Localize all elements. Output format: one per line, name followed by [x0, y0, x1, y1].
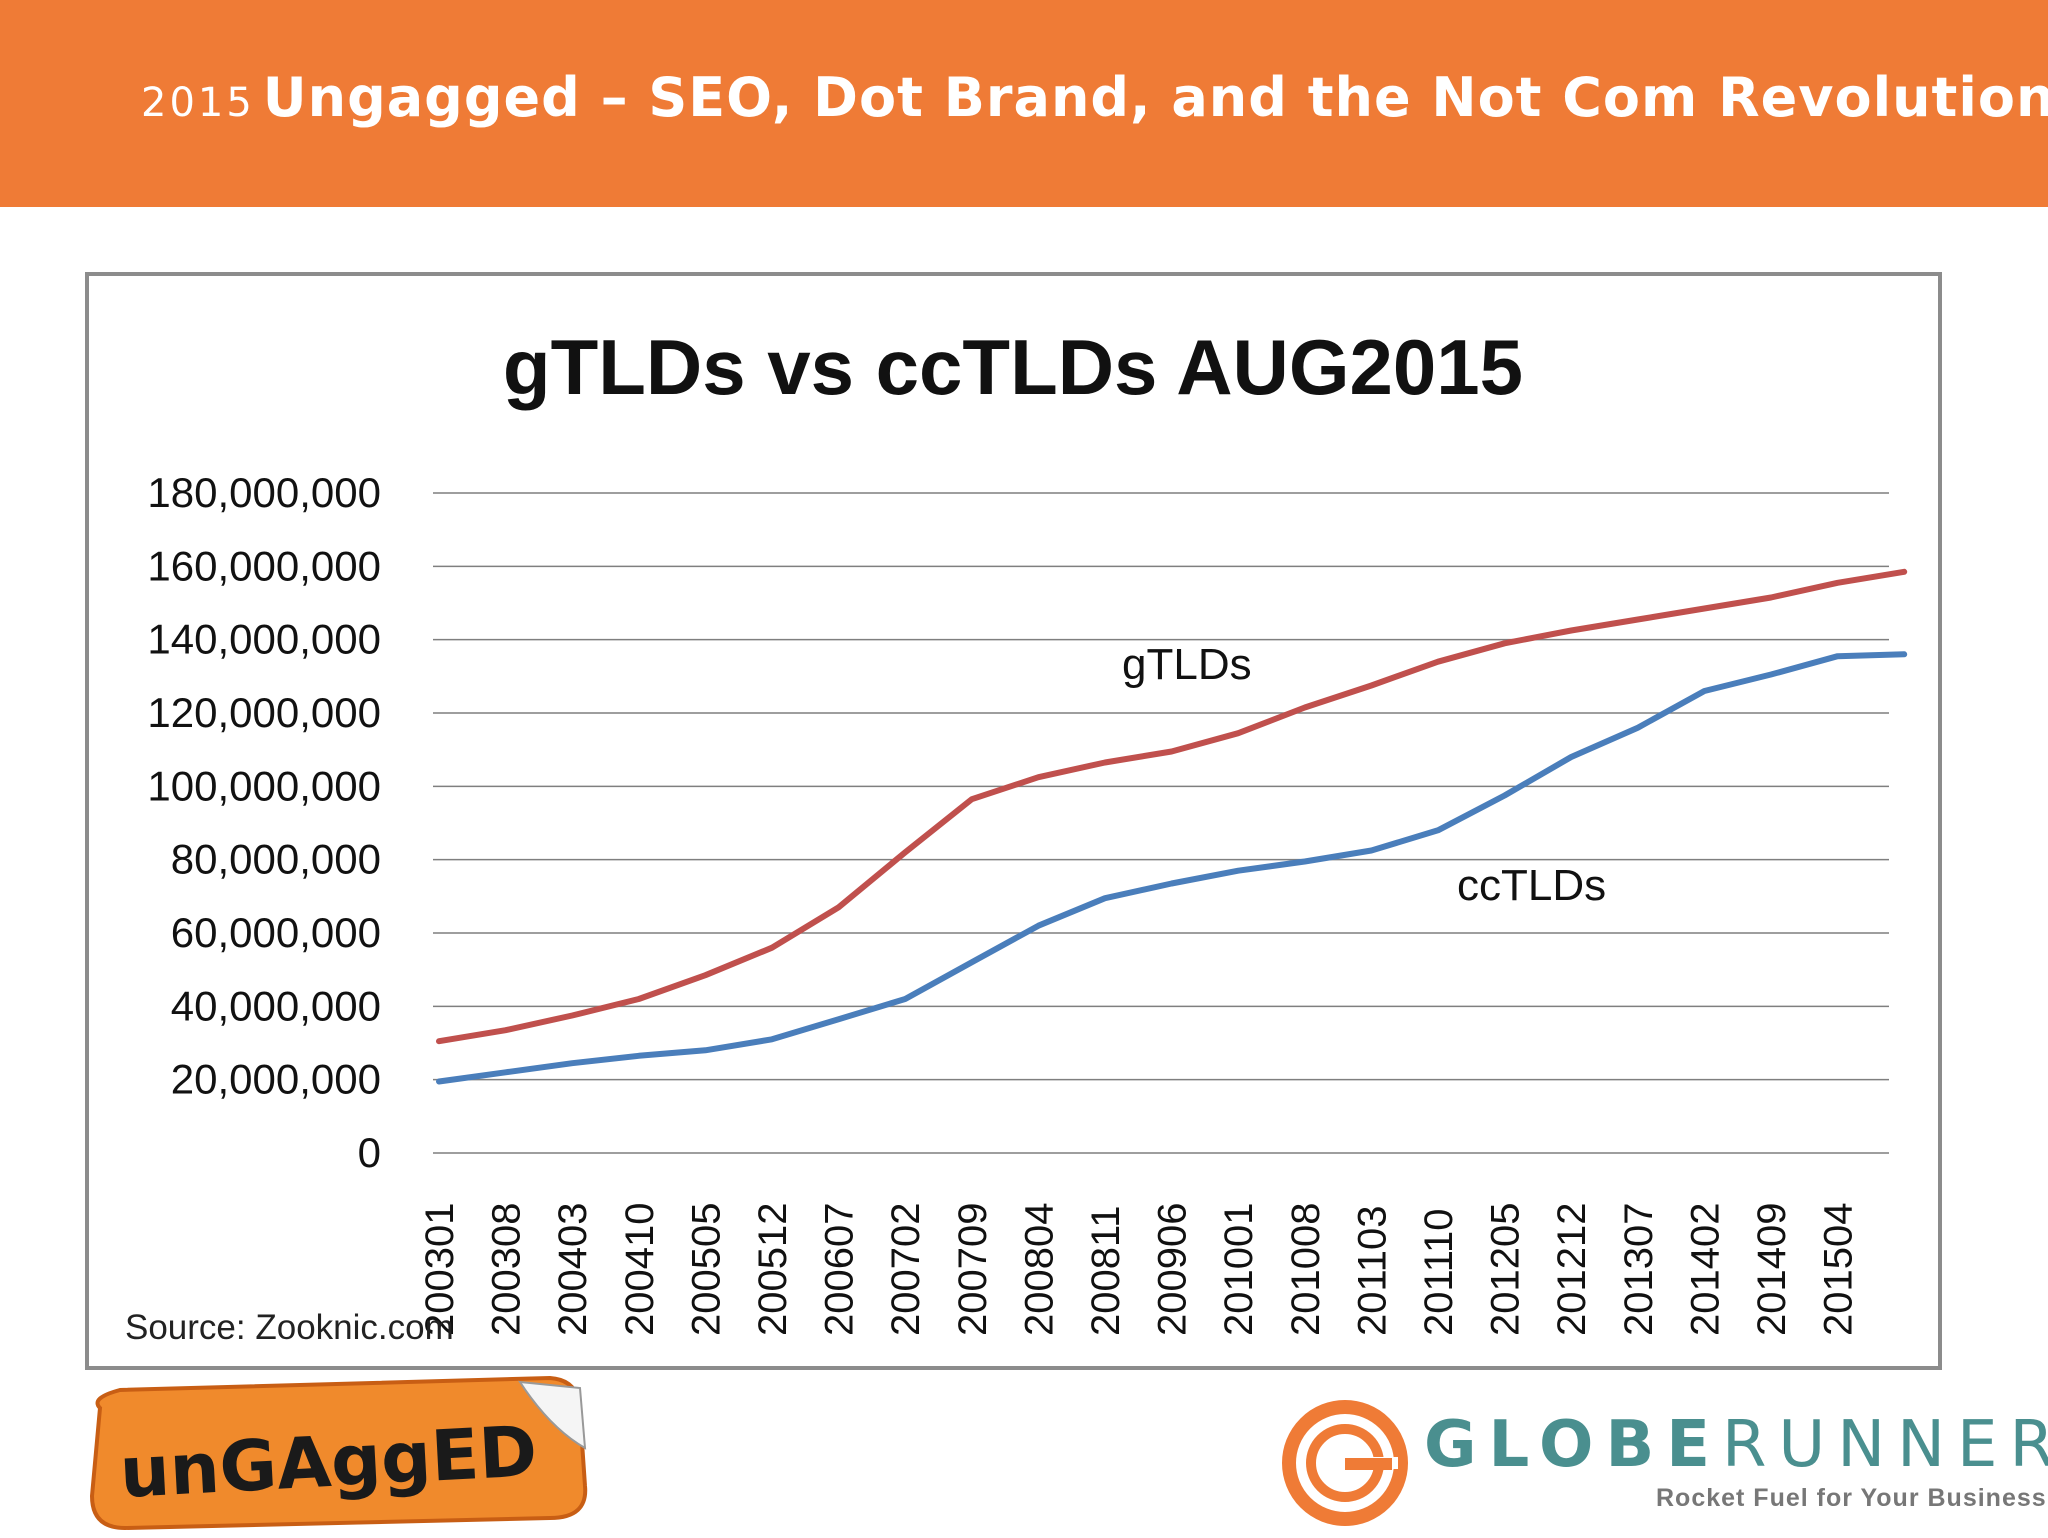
- y-tick-label: 120,000,000: [147, 689, 381, 736]
- y-tick-label: 160,000,000: [147, 542, 381, 589]
- globerunner-wordmark: GLOBERUNNER: [1424, 1408, 2048, 1482]
- slide-title-year: 2015: [141, 80, 255, 126]
- y-tick-label: 100,000,000: [147, 762, 381, 809]
- x-tick-label: 200512: [751, 1203, 795, 1336]
- series-lines: [436, 568, 1908, 1085]
- slide-title: 2015 Ungagged – SEO, Dot Brand, and the N…: [141, 66, 2048, 129]
- x-tick-label: 200308: [485, 1203, 529, 1336]
- x-tick-label: 201409: [1750, 1203, 1794, 1336]
- y-tick-label: 80,000,000: [171, 836, 381, 883]
- series-line-gtlds: [436, 568, 1908, 1045]
- y-tick-label: 0: [358, 1129, 381, 1176]
- globerunner-logo: GLOBERUNNER Rocket Fuel for Your Busines…: [1280, 1398, 2048, 1528]
- globe-g-icon: [1282, 1400, 1408, 1526]
- x-tick-label: 200607: [818, 1203, 862, 1336]
- wordmark-light: RUNNER: [1721, 1408, 2048, 1482]
- x-tick-label: 200410: [618, 1203, 662, 1336]
- line-chart: gTLDs vs ccTLDs AUG2015 0 20,000,000 40,00…: [125, 323, 1908, 1347]
- slide-title-text: Ungagged – SEO, Dot Brand, and the Not C…: [262, 66, 2048, 129]
- x-tick-label: 201110: [1417, 1208, 1461, 1336]
- x-tick-label: 201307: [1617, 1203, 1661, 1336]
- wordmark-bold: GLOBE: [1424, 1408, 1722, 1482]
- x-tick-label: 200403: [551, 1203, 595, 1336]
- gridlines: [433, 492, 1889, 1154]
- series-label-gtlds: gTLDs: [1122, 640, 1252, 689]
- y-axis-tick-labels: 0 20,000,000 40,000,000 60,000,000 80,000,00…: [147, 469, 381, 1176]
- y-tick-label: 180,000,000: [147, 469, 381, 516]
- source-note: Source: Zooknic.com: [125, 1308, 454, 1347]
- x-tick-label: 200301: [418, 1203, 462, 1336]
- x-tick-label: 200702: [884, 1203, 928, 1336]
- chart-title: gTLDs vs ccTLDs AUG2015: [503, 323, 1523, 411]
- x-tick-label: 201402: [1683, 1203, 1727, 1336]
- x-axis-tick-labels: 200301 200308 200403 200410 200505 200512 2006…: [418, 1203, 1861, 1336]
- x-tick-label: 200505: [684, 1203, 728, 1336]
- series-line-cctlds: [436, 651, 1908, 1085]
- y-tick-label: 140,000,000: [147, 616, 381, 663]
- x-tick-label: 200906: [1151, 1203, 1195, 1336]
- x-tick-label: 200811: [1084, 1205, 1128, 1336]
- y-tick-label: 60,000,000: [171, 909, 381, 956]
- x-tick-label: 201001: [1217, 1203, 1261, 1336]
- x-tick-label: 200804: [1017, 1203, 1061, 1336]
- globerunner-tagline: Rocket Fuel for Your Business: [1656, 1484, 2047, 1512]
- y-tick-label: 40,000,000: [171, 982, 381, 1029]
- y-tick-label: 20,000,000: [171, 1056, 381, 1103]
- x-tick-label: 201504: [1817, 1203, 1861, 1336]
- chart-frame: gTLDs vs ccTLDs AUG2015 0 20,000,000 40,00…: [85, 272, 1942, 1370]
- series-label-cctlds: ccTLDs: [1457, 861, 1606, 910]
- x-tick-label: 201008: [1284, 1203, 1328, 1336]
- x-tick-label: 201212: [1550, 1203, 1594, 1336]
- x-tick-label: 201103: [1350, 1205, 1394, 1336]
- ungagged-logo: unGAggED: [89, 1375, 588, 1531]
- x-tick-label: 200709: [951, 1203, 995, 1336]
- top-banner: 2015 Ungagged – SEO, Dot Brand, and the N…: [0, 0, 2048, 207]
- x-tick-label: 201205: [1484, 1203, 1528, 1336]
